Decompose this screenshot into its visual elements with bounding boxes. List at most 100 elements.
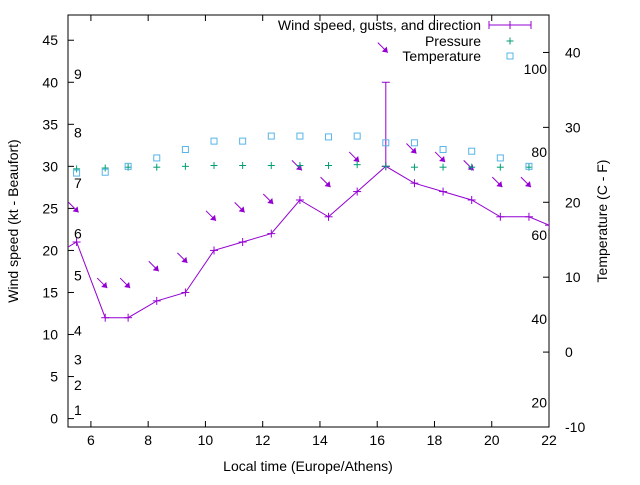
arrow-head <box>496 181 503 188</box>
wind-direction-arrow <box>177 252 188 264</box>
wind-direction-arrow <box>406 143 417 154</box>
y-tick-label: 15 <box>42 284 58 300</box>
x-tick-label: 18 <box>427 432 443 448</box>
pressure-point <box>353 161 361 169</box>
beaufort-label: 9 <box>74 66 82 82</box>
fahrenheit-label: 100 <box>524 61 548 77</box>
temperature-point <box>296 132 304 140</box>
wind-speed-point <box>496 212 505 221</box>
beaufort-label: 3 <box>74 352 82 368</box>
wind-speed-point <box>72 238 81 247</box>
temperature-point <box>525 162 533 170</box>
temperature-point <box>210 137 218 145</box>
temperature-point <box>153 154 161 162</box>
pressure-point <box>101 164 109 172</box>
wind-speed-point <box>152 296 161 305</box>
legend-swatch-temperature <box>506 52 514 60</box>
wind-direction-arrow <box>119 277 131 289</box>
y-tick-label: 5 <box>50 369 58 385</box>
fahrenheit-label: 80 <box>531 144 547 160</box>
wind-speed-point <box>353 187 362 196</box>
pressure-point <box>468 163 476 171</box>
temperature-point <box>181 146 189 154</box>
y-axis-label: Wind speed (kt - Beaufort) <box>5 139 21 302</box>
arrow-head <box>439 155 446 162</box>
wind-direction-arrow <box>348 151 360 163</box>
pressure-point <box>439 163 447 171</box>
wind-speed-point <box>324 212 333 221</box>
legend-label-wind: Wind speed, gusts, and direction <box>278 17 481 33</box>
pressure-point <box>296 162 304 170</box>
wind-direction-arrow <box>234 202 246 213</box>
arrow-head <box>267 197 274 204</box>
wind-speed-point <box>58 246 66 254</box>
beaufort-label: 7 <box>74 175 82 191</box>
pressure-point <box>496 163 504 171</box>
y2-tick-label: 10 <box>565 269 581 285</box>
fahrenheit-label: 20 <box>531 394 547 410</box>
y2-tick-label: 20 <box>565 194 581 210</box>
arrow-head <box>238 206 245 213</box>
arrow-head <box>353 155 360 162</box>
wind-direction-arrow <box>491 176 503 188</box>
temperature-point <box>468 147 476 155</box>
temperature-point <box>267 132 275 140</box>
arrow-head <box>152 265 159 272</box>
beaufort-label: 6 <box>74 226 82 242</box>
arrow-head <box>210 214 217 221</box>
wind-speed-point <box>524 212 533 221</box>
wind-direction-arrow <box>434 151 446 163</box>
arrow-head <box>72 206 79 213</box>
wind-speed-point <box>210 246 219 255</box>
wind-direction-arrow <box>262 193 274 205</box>
wind-speed-line <box>68 165 549 319</box>
wind-speed-point <box>101 313 110 322</box>
x-tick-label: 12 <box>255 432 271 448</box>
arrow-head <box>410 147 417 154</box>
wind-direction-arrow <box>320 176 331 188</box>
arrow-head <box>181 256 188 263</box>
pressure-point <box>382 162 390 170</box>
y2-axis-label: Temperature (C - F) <box>594 160 610 283</box>
wind-direction-arrow <box>205 210 217 222</box>
temperature-point <box>382 139 390 147</box>
wind-speed-point <box>545 221 549 230</box>
pressure-point <box>210 162 218 170</box>
temperature-point <box>124 162 132 170</box>
x-tick-label: 6 <box>87 432 95 448</box>
fahrenheit-label: 60 <box>531 227 547 243</box>
plot-frame <box>67 14 550 428</box>
wind-speed-point <box>467 195 476 204</box>
pressure-point <box>267 162 275 170</box>
arrow-head <box>101 282 108 289</box>
pressure-point <box>325 162 333 170</box>
y-tick-label: 30 <box>42 158 58 174</box>
wind-direction-arrow <box>96 277 108 289</box>
x-tick-label: 10 <box>198 432 214 448</box>
wind-speed-point <box>124 313 133 322</box>
arrow-head <box>381 46 388 53</box>
fahrenheit-label: 40 <box>531 311 547 327</box>
pressure-point <box>73 165 81 173</box>
beaufort-label: 5 <box>74 268 82 284</box>
arrow-head <box>524 181 531 188</box>
x-tick-label: 22 <box>541 432 557 448</box>
wind-speed-point <box>410 179 419 188</box>
x-tick-label: 8 <box>144 432 152 448</box>
x-axis-label: Local time (Europe/Athens) <box>223 458 393 474</box>
y-tick-label: 35 <box>42 116 58 132</box>
wind-speed-point <box>295 195 304 204</box>
pressure-point <box>410 163 418 171</box>
temperature-point <box>410 139 418 147</box>
series-group <box>58 42 549 322</box>
wind-speed-point <box>267 229 276 238</box>
temperature-point <box>325 133 333 141</box>
temperature-point <box>496 154 504 162</box>
y2-tick-label: 0 <box>565 344 573 360</box>
wind-direction-arrow <box>68 202 79 213</box>
temperature-point <box>101 168 109 176</box>
beaufort-label: 1 <box>74 402 82 418</box>
y2-tick-label: -10 <box>565 419 585 435</box>
